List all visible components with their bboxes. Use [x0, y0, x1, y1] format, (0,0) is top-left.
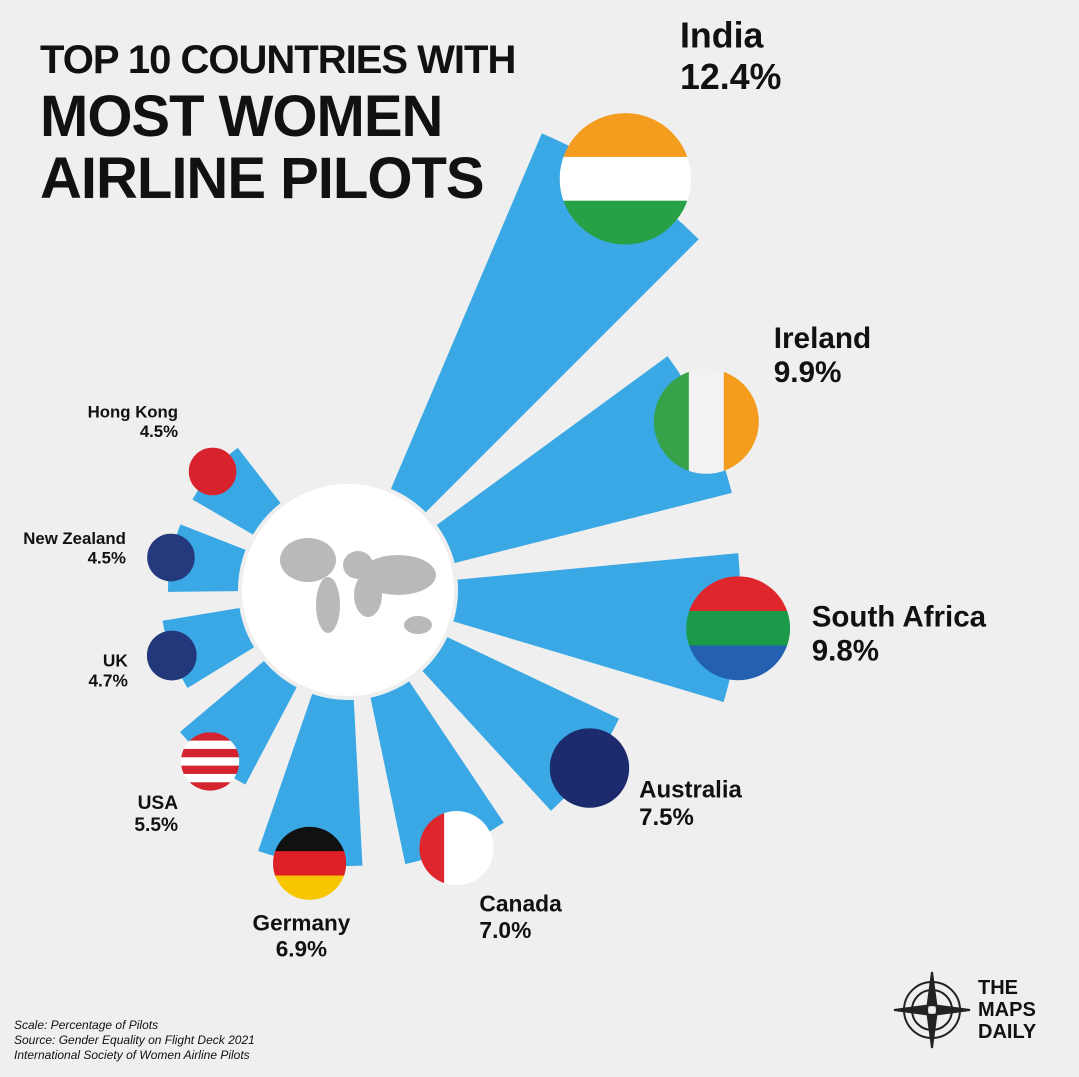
flag-stripe — [723, 368, 759, 474]
value-label: 5.5% — [134, 815, 178, 836]
flag — [686, 576, 791, 681]
flag-stripe — [549, 728, 630, 808]
value-label: 12.4% — [680, 57, 781, 97]
value-label: 4.5% — [88, 549, 126, 568]
category-label: Hong Kong — [88, 403, 178, 422]
note: International Society of Women Airline P… — [14, 1048, 250, 1062]
globe — [242, 484, 454, 696]
flag-stripe — [444, 811, 470, 886]
value-label: 7.5% — [639, 804, 694, 831]
flag — [180, 732, 240, 791]
category-label: India — [680, 16, 765, 56]
value-label: 4.7% — [88, 671, 127, 691]
landmass — [316, 577, 340, 633]
landmass — [404, 616, 432, 634]
flag-stripe — [147, 533, 195, 582]
flag — [273, 826, 347, 900]
category-label: Germany — [253, 910, 351, 935]
flag-stripe — [180, 740, 240, 750]
category-label: South Africa — [812, 601, 987, 634]
category-label: USA — [138, 793, 179, 814]
flag-stripe — [686, 610, 791, 647]
bar — [453, 553, 741, 702]
bars — [162, 133, 741, 866]
notes: Scale: Percentage of Pilots Source: Gend… — [14, 1018, 255, 1063]
flag — [188, 447, 237, 496]
flag-stripe — [180, 748, 240, 759]
flag-stripe — [273, 875, 347, 900]
landmass — [280, 538, 336, 582]
flag — [146, 630, 197, 681]
flag-stripe — [180, 782, 240, 791]
flag-stripe — [273, 851, 347, 877]
flag-stripe — [180, 757, 240, 767]
flag-stripe — [180, 732, 240, 742]
category-label: Australia — [639, 776, 742, 803]
value-label: 9.9% — [774, 356, 842, 389]
flag-stripe — [180, 765, 240, 775]
subtitle: MOST WOMEN AIRLINE PILOTS — [40, 84, 485, 211]
flag-stripe — [146, 630, 197, 681]
category-label: Canada — [479, 891, 562, 917]
note: Source: Gender Equality on Flight Deck 2… — [14, 1033, 255, 1047]
title: TOP 10 COUNTRIES WITH — [40, 38, 516, 82]
flag-stripe — [559, 156, 692, 202]
landmass — [360, 555, 436, 595]
value-label: 4.5% — [140, 422, 178, 441]
flag-stripe — [180, 773, 240, 784]
brand: THE MAPS DAILY — [978, 977, 1037, 1043]
flag — [147, 533, 195, 582]
category-label: New Zealand — [23, 529, 126, 548]
flag — [653, 368, 759, 474]
flag-stripe — [188, 447, 237, 496]
category-label: UK — [103, 651, 128, 671]
category-label: Ireland — [774, 322, 872, 355]
value-label: 7.0% — [479, 917, 531, 943]
value-label: 6.9% — [276, 936, 327, 961]
flag — [549, 728, 630, 808]
note: Scale: Percentage of Pilots — [14, 1018, 159, 1032]
flag-stripe — [688, 368, 725, 474]
flag — [559, 113, 692, 245]
flag-stripe — [559, 113, 692, 158]
bar — [258, 694, 363, 866]
value-label: 9.8% — [812, 635, 879, 668]
